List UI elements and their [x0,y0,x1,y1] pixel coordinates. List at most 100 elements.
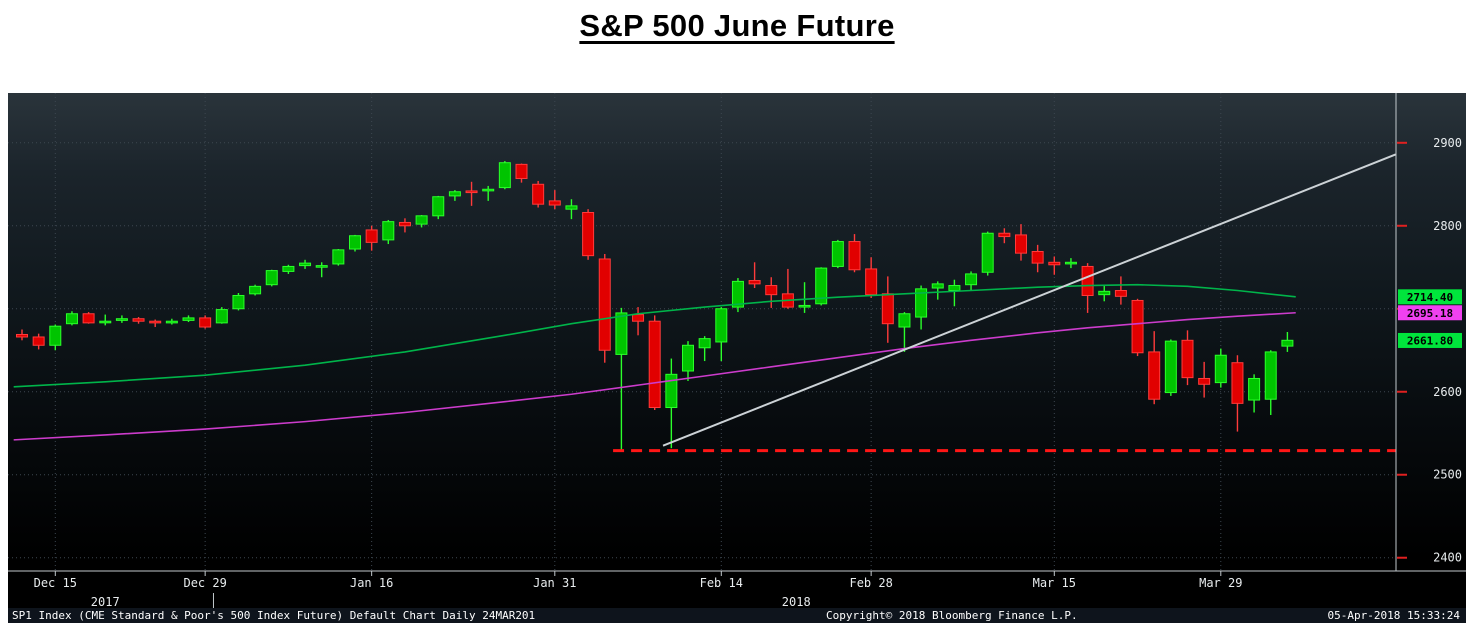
candle [798,282,811,313]
candle [365,225,378,251]
candle [249,284,262,296]
candle [515,163,528,183]
candle [65,311,78,326]
candle [981,231,994,276]
candle [748,262,761,289]
y-tick-label: 2500 [1433,468,1462,482]
candle [1231,355,1244,432]
price-chart[interactable]: 2900 2800 2600 2500 2400 Dec 15 Dec 29 Jan 16 Ja… [8,93,1466,609]
year-label: 2017 [91,595,120,609]
ma-fast-line [13,283,1296,388]
candle [598,253,611,363]
ma-slow-line [13,311,1296,441]
candle [648,315,661,411]
footer-copyright: Copyright© 2018 Bloomberg Finance L.P. [826,609,1078,622]
x-tick-label: Dec 15 [34,576,77,590]
candle [1031,244,1044,273]
candle [182,315,195,323]
svg-text:2695.18: 2695.18 [1407,307,1453,320]
year-label: 2018 [782,595,811,609]
candle [1148,331,1161,405]
x-tick-label: Feb 28 [849,576,892,590]
candle [1048,256,1061,275]
candle [448,190,461,201]
candle [848,234,861,273]
candle [215,307,228,324]
candle [831,239,844,269]
candle [931,281,944,300]
candle [698,336,711,362]
candle [498,161,511,190]
x-tick-label: Feb 14 [700,576,743,590]
candle [315,262,328,278]
footer-bar: SP1 Index (CME Standard & Poor's 500 Ind… [8,608,1466,623]
candle [1281,332,1294,352]
y-tick-label: 2600 [1433,385,1462,399]
candle [16,329,28,341]
footer-timestamp: 05-Apr-2018 15:33:24 [1327,609,1460,622]
candle [632,307,645,336]
candle [32,333,45,350]
candle [1064,258,1077,269]
candle [199,315,212,329]
candle [815,267,828,306]
candle [865,257,878,298]
candle [165,318,178,325]
footer-instrument-label: SP1 Index (CME Standard & Poor's 500 Ind… [12,609,536,622]
x-tick-label: Jan 31 [533,576,576,590]
candle [548,190,561,210]
title-bar: S&P 500 June Future [0,8,1474,44]
page-title: S&P 500 June Future [579,8,895,43]
candle [948,279,961,307]
x-tick-label: Dec 29 [183,576,226,590]
candle [99,314,112,326]
candle [149,319,162,328]
candle [415,214,428,228]
svg-text:2661.80: 2661.80 [1407,334,1453,347]
x-tick-label: Jan 16 [350,576,393,590]
candle [382,219,395,245]
candle [682,341,694,381]
candle [1214,348,1227,388]
candle [1198,361,1211,398]
candle [49,324,62,351]
candle [1081,263,1094,313]
svg-text:2714.40: 2714.40 [1407,291,1453,304]
candle [1131,298,1144,357]
candle [615,307,628,451]
trendline [662,153,1396,447]
candle [82,312,95,324]
candle [465,181,478,206]
candle [398,218,411,233]
candle [1164,339,1177,396]
candle [1181,330,1194,386]
candle [1264,350,1277,415]
price-badge: 2695.18 [1398,305,1462,321]
y-tick-label: 2400 [1433,551,1462,565]
candle [582,209,595,260]
candle [532,180,545,208]
candle [232,292,245,311]
candle [1248,374,1261,413]
candle [482,185,495,201]
candle [715,307,728,362]
candle [881,276,894,343]
candle [332,249,345,266]
x-tick-label: Mar 29 [1199,576,1242,590]
candle [731,278,744,313]
candle [965,271,978,291]
candle [898,312,911,352]
candle [265,269,278,287]
y-tick-label: 2800 [1433,219,1462,233]
chart-frame: 2900 2800 2600 2500 2400 Dec 15 Dec 29 Jan 16 Ja… [8,93,1466,623]
candle [565,199,578,220]
price-badge: 2714.40 [1398,289,1462,305]
candle [349,234,361,252]
candle [998,228,1011,244]
candle [115,315,128,323]
candle [665,358,678,449]
candle [1098,285,1111,302]
candle [765,277,778,308]
candle [1015,224,1027,261]
